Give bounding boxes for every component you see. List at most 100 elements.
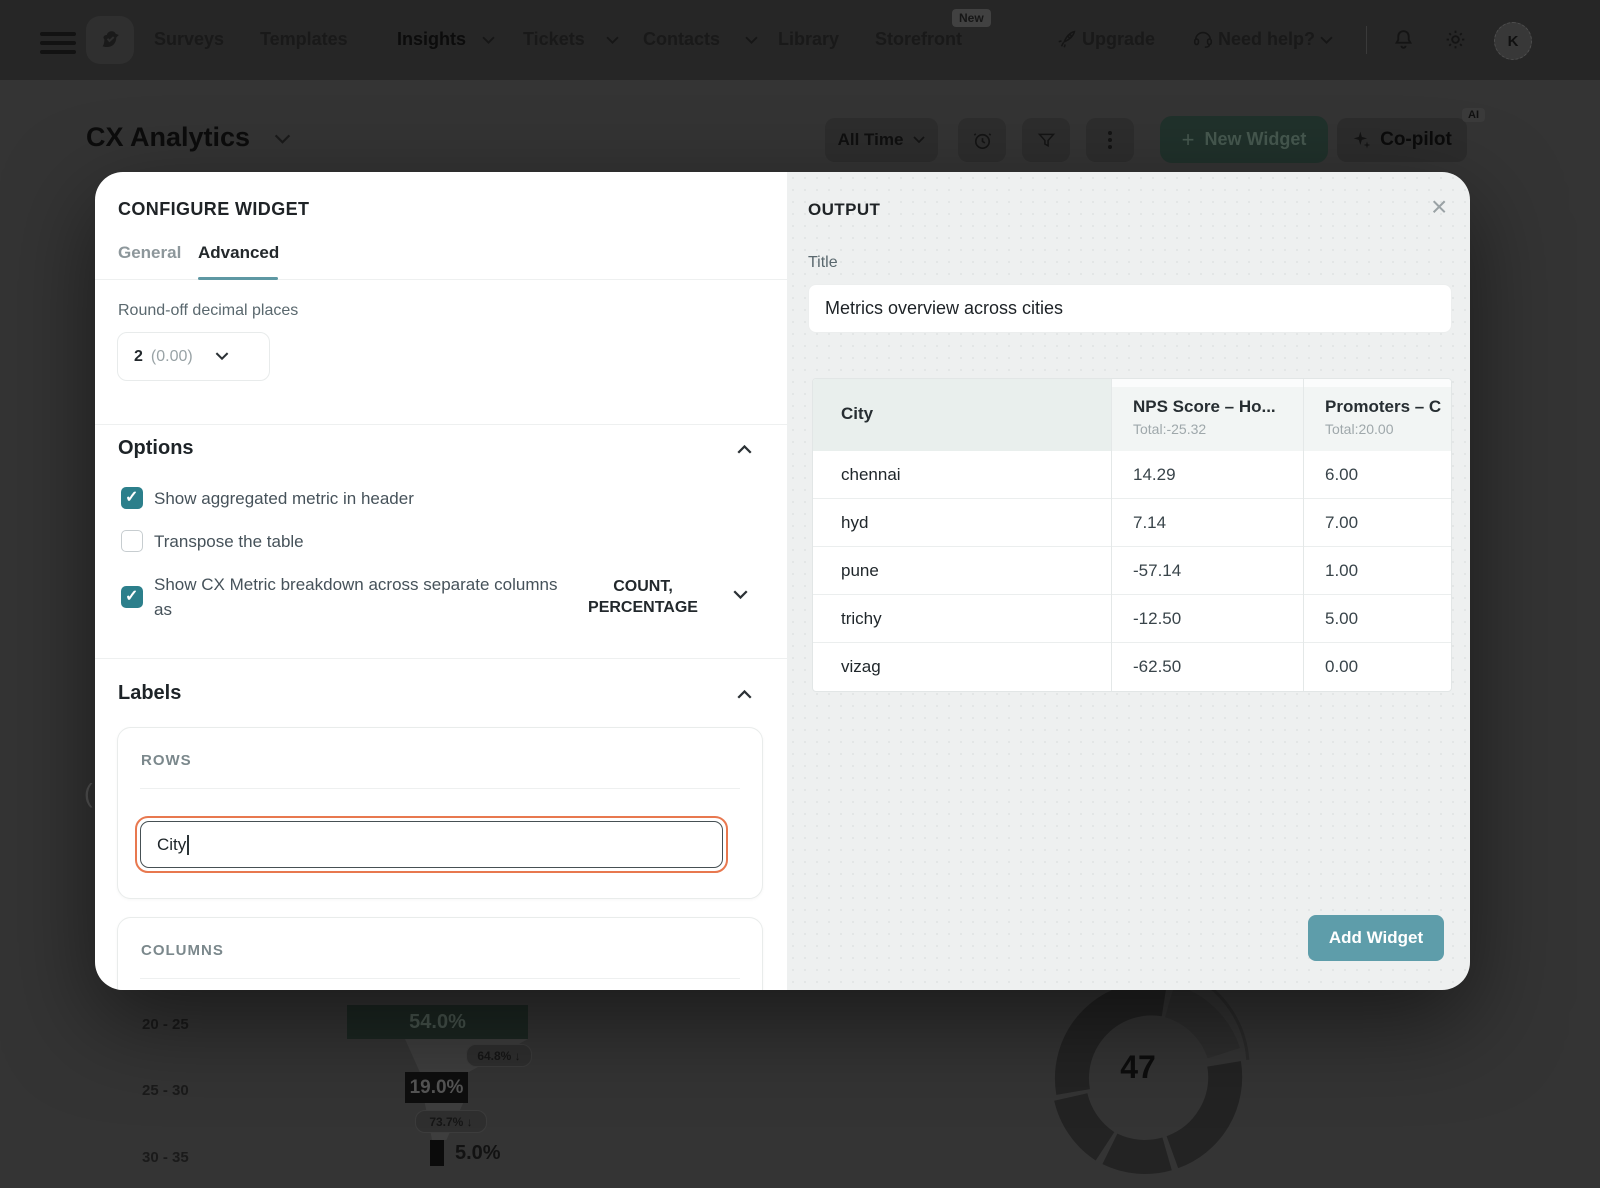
cell-promoters: 0.00	[1325, 657, 1359, 676]
cell-nps: -57.14	[1133, 561, 1182, 580]
checkbox-cx-breakdown[interactable]	[121, 586, 143, 608]
cell-city: hyd	[841, 513, 869, 532]
filter-funnel-icon	[1037, 133, 1055, 147]
new-widget-label: New Widget	[1204, 129, 1307, 149]
page-title: CX Analytics	[86, 122, 251, 152]
output-preview-table: City NPS Score – Ho... Total:-25.32 Prom…	[812, 378, 1452, 692]
section-divider	[95, 658, 787, 659]
column-total: Total:20.00	[1325, 421, 1394, 437]
output-heading: OUTPUT	[808, 200, 881, 219]
filter-button[interactable]	[1022, 118, 1070, 162]
funnel-bar: 54.0%	[347, 1005, 528, 1039]
chevron-down-icon	[1320, 36, 1333, 45]
nav-item-storefront[interactable]: Storefront	[875, 29, 962, 49]
tab-general[interactable]: General	[118, 243, 182, 262]
nav-item-surveys[interactable]: Surveys	[154, 29, 225, 49]
nav-item-insights[interactable]: Insights	[397, 29, 467, 49]
nps-donut-gauge: 47	[1054, 971, 1250, 1174]
plus-icon: +	[1181, 126, 1195, 152]
nav-item-library[interactable]: Library	[778, 29, 840, 49]
cell-city: vizag	[841, 657, 881, 676]
top-navigation: Surveys Templates Insights Tickets Conta…	[0, 0, 1600, 80]
checkbox-aggregated-metric[interactable]	[121, 487, 143, 509]
funnel-drop-badge: 73.7% ↓	[415, 1110, 487, 1133]
settings-gear-icon[interactable]	[1443, 27, 1468, 57]
funnel-bar	[430, 1140, 444, 1166]
table-row: hyd 7.14 7.00	[813, 499, 1451, 547]
alarm-clock-icon	[973, 132, 991, 149]
kebab-menu-icon	[1108, 131, 1112, 135]
more-options-button[interactable]	[1086, 118, 1134, 162]
chevron-down-icon[interactable]	[733, 590, 748, 600]
cell-promoters: 7.00	[1325, 513, 1359, 532]
table-header-promoters: Promoters – C Total:20.00	[1303, 387, 1451, 451]
dashboard-switcher-chevron-icon[interactable]	[274, 134, 291, 145]
collapse-labels-chevron-icon[interactable]	[737, 689, 752, 699]
cell-promoters: 5.00	[1325, 609, 1359, 628]
storefront-new-badge: New	[952, 9, 991, 27]
table-header-nps: NPS Score – Ho... Total:-25.32	[1111, 387, 1303, 451]
ai-badge: AI	[1462, 108, 1485, 122]
card-divider	[140, 788, 740, 789]
close-icon[interactable]: ×	[1431, 191, 1448, 222]
roundoff-dropdown[interactable]: 2 (0.00)	[117, 332, 270, 381]
output-pane: OUTPUT × Title City NPS Score – Ho... To…	[787, 172, 1470, 990]
checkbox-label: Show CX Metric breakdown across separate…	[154, 575, 558, 619]
section-divider	[95, 424, 787, 425]
chevron-down-icon	[482, 36, 495, 45]
add-widget-button[interactable]: Add Widget	[1308, 915, 1444, 961]
funnel-category-label: 20 - 25	[142, 1016, 189, 1033]
time-filter-dropdown[interactable]: All Time	[825, 118, 938, 162]
notifications-bell-icon[interactable]	[1391, 27, 1416, 57]
tabs-divider	[95, 279, 787, 280]
cell-city: pune	[841, 561, 879, 580]
donut-center-value: 47	[1120, 1049, 1156, 1085]
output-title-label: Title	[808, 254, 838, 271]
headset-icon	[1192, 28, 1214, 55]
table-hscroll-track[interactable]	[1111, 379, 1451, 387]
column-total: Total:-25.32	[1133, 421, 1207, 437]
sparrow-icon	[102, 31, 119, 48]
card-divider	[140, 978, 740, 979]
schedule-button[interactable]	[958, 118, 1006, 162]
time-filter-label: All Time	[837, 130, 904, 149]
column-divider	[1303, 379, 1304, 691]
table-row: chennai 14.29 6.00	[813, 451, 1451, 499]
table-row: trichy -12.50 5.00	[813, 595, 1451, 643]
active-tab-underline	[198, 277, 278, 280]
rows-card: ROWS City	[117, 727, 763, 899]
rows-input-value: City	[157, 834, 187, 854]
chevron-down-icon	[606, 36, 619, 45]
modal-title: CONFIGURE WIDGET	[118, 199, 310, 219]
text-caret	[187, 834, 189, 855]
cell-nps: -12.50	[1133, 609, 1182, 628]
upgrade-link[interactable]: Upgrade	[1082, 29, 1156, 49]
breakdown-format-value[interactable]: COUNT, PERCENTAGE	[588, 578, 698, 616]
nav-item-contacts[interactable]: Contacts	[643, 29, 721, 49]
roundoff-value: 2	[134, 347, 143, 365]
funnel-category-label: 25 - 30	[142, 1082, 189, 1099]
background-glyph: (	[84, 778, 93, 808]
columns-card: COLUMNS	[117, 917, 763, 990]
nav-item-tickets[interactable]: Tickets	[523, 29, 585, 49]
hamburger-menu-icon[interactable]	[40, 27, 76, 59]
widget-title-input[interactable]	[808, 284, 1452, 333]
nav-item-templates[interactable]: Templates	[260, 29, 348, 49]
copilot-label: Co-pilot	[1380, 129, 1452, 150]
funnel-bar: 19.0%	[405, 1072, 468, 1103]
collapse-options-chevron-icon[interactable]	[737, 444, 752, 454]
app-logo[interactable]	[86, 16, 134, 64]
tab-advanced[interactable]: Advanced	[198, 243, 280, 262]
need-help-link[interactable]: Need help?	[1218, 29, 1316, 49]
copilot-button[interactable]: Co-pilot	[1337, 118, 1467, 162]
rows-label-input[interactable]: City	[140, 821, 723, 868]
user-avatar[interactable]: K	[1494, 22, 1532, 60]
new-widget-button[interactable]: + New Widget	[1160, 116, 1328, 163]
checkbox-transpose-table[interactable]	[121, 530, 143, 552]
table-row: pune -57.14 1.00	[813, 547, 1451, 595]
labels-heading: Labels	[118, 682, 182, 704]
checkbox-label: Show aggregated metric in header	[154, 489, 414, 508]
configure-widget-modal: CONFIGURE WIDGET General Advanced Round-…	[95, 172, 1470, 990]
roundoff-label: Round-off decimal places	[118, 302, 299, 319]
